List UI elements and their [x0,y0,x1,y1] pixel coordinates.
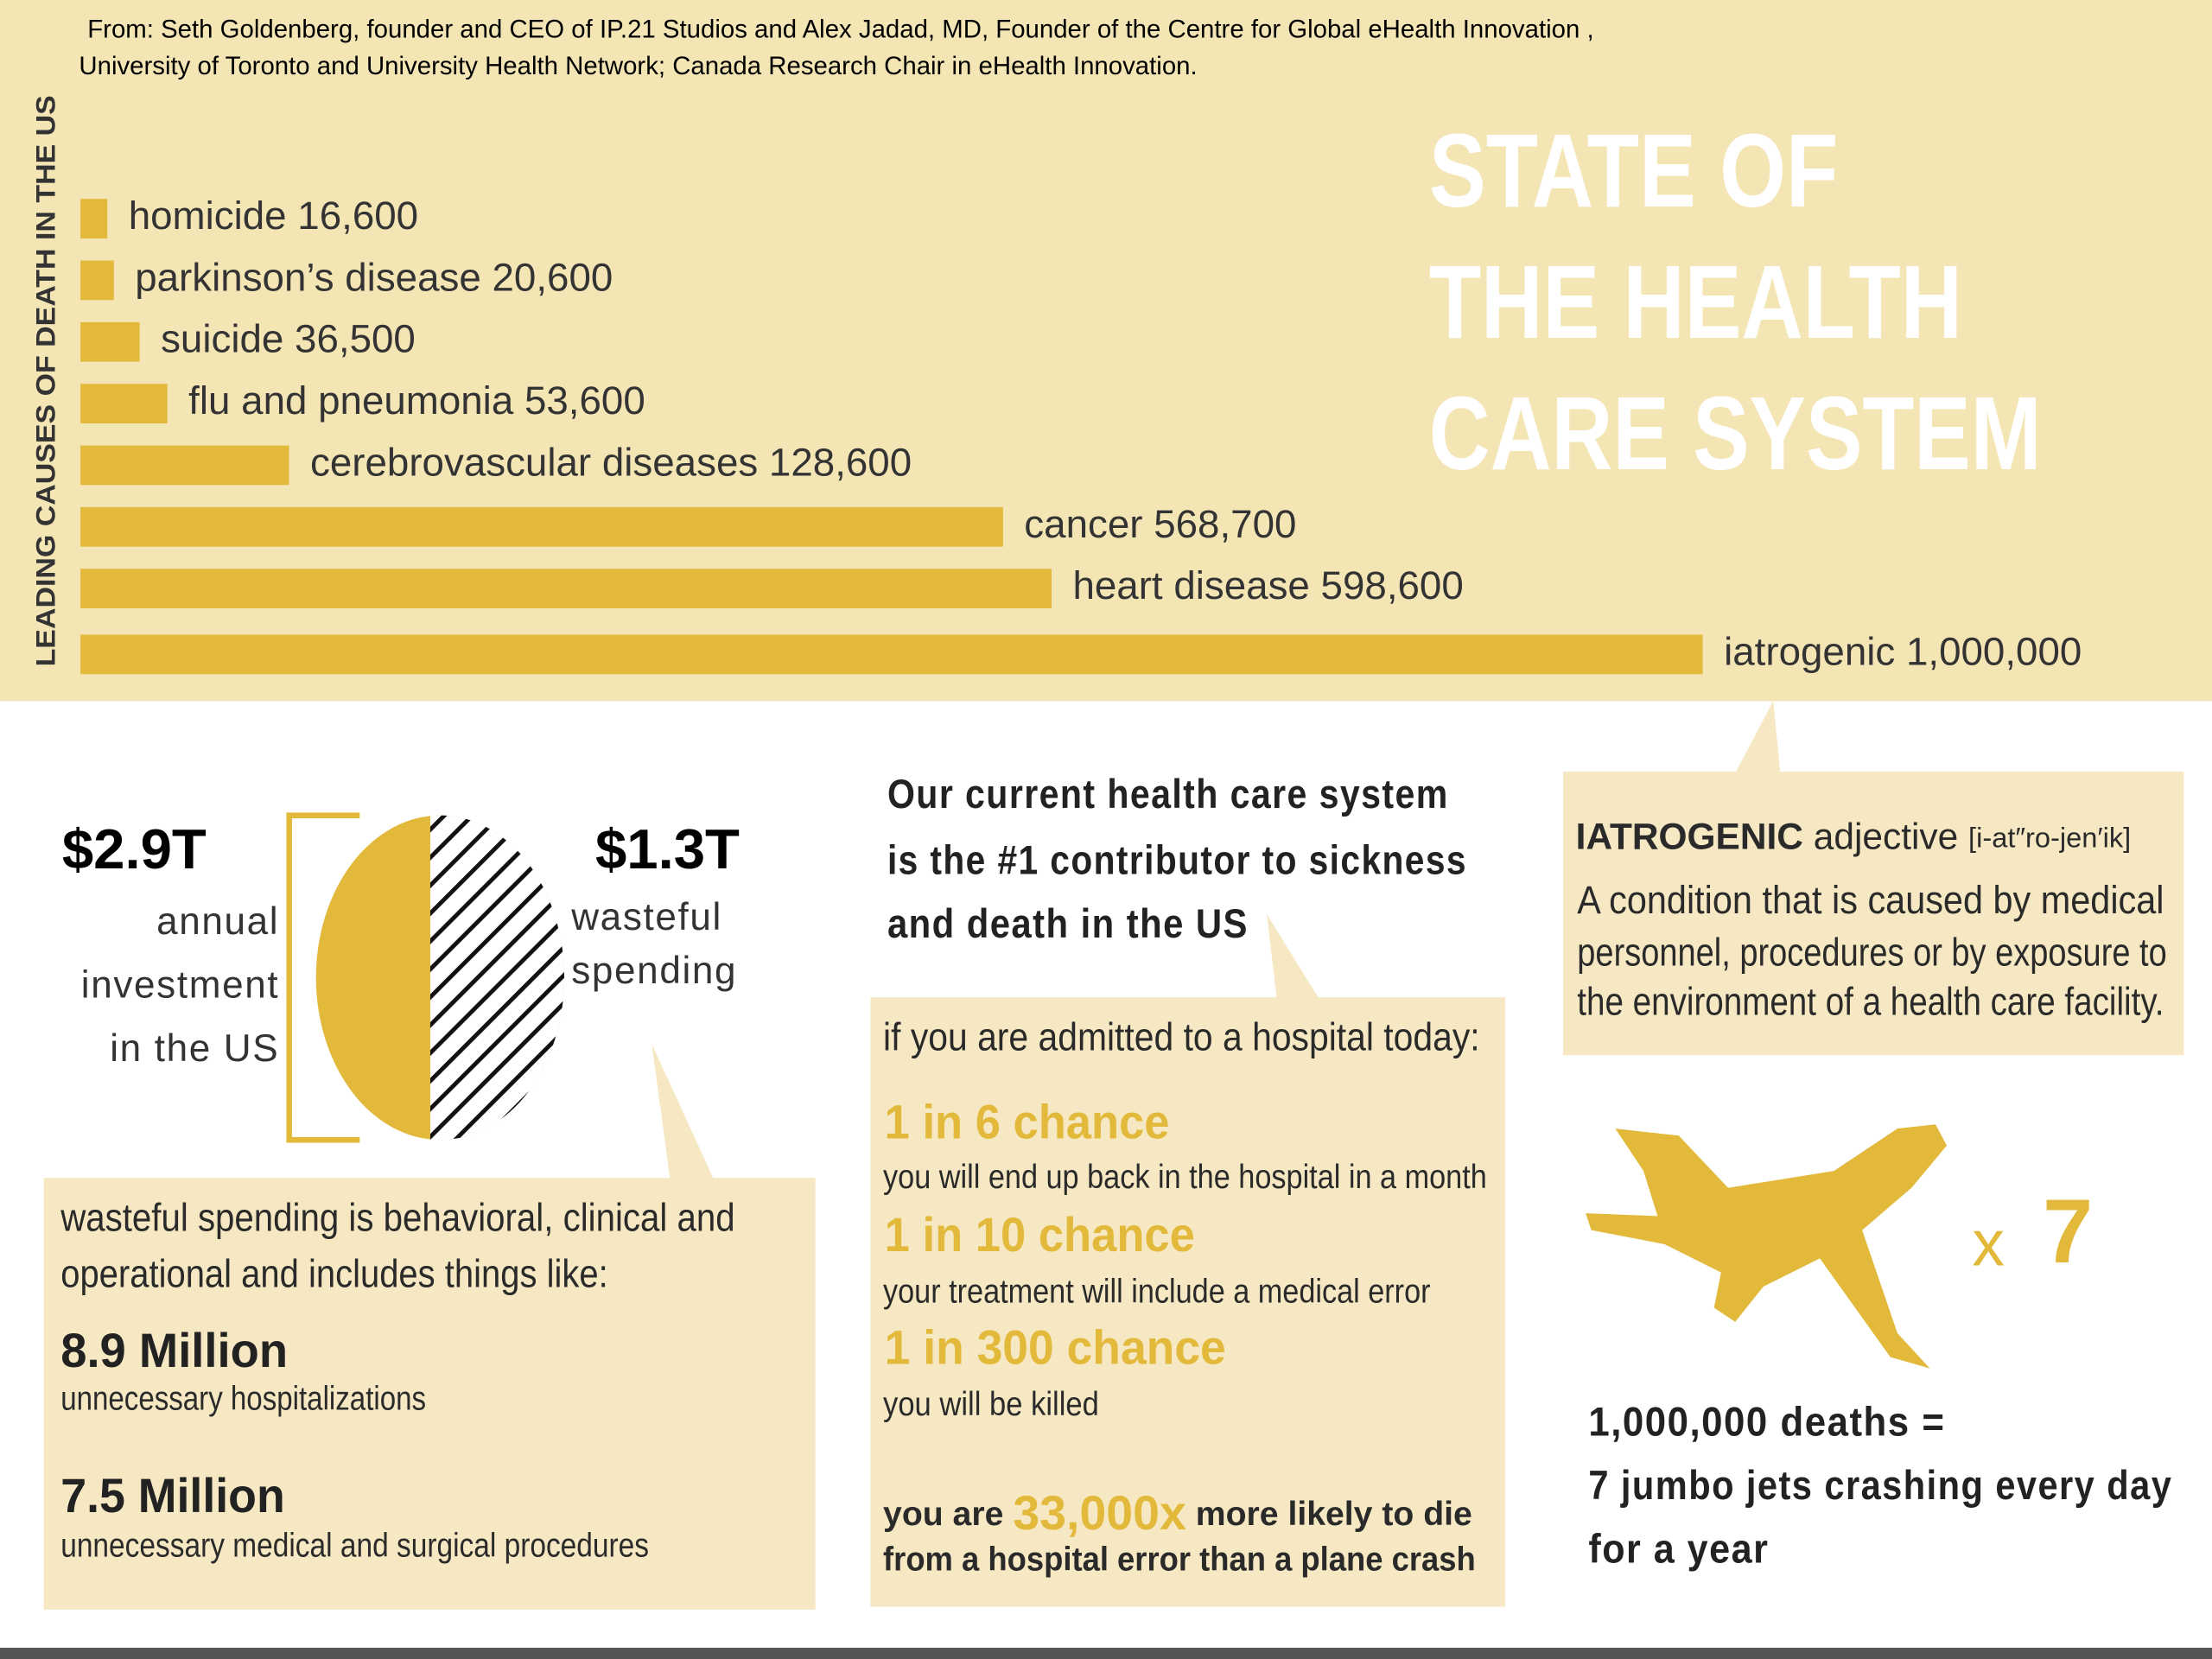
definition-box [1562,772,2184,1056]
term: IATROGENIC [1576,817,1803,857]
source-line: From: Seth Goldenberg, founder and CEO o… [87,16,1593,44]
bar-label: cerebrovascular diseases 128,600 [310,441,912,485]
bar [80,384,168,423]
pointer [1267,913,1319,999]
chance-text: your treatment will include a medical er… [883,1273,1430,1310]
comparison-text: from a hospital error than a plane crash [883,1541,1476,1579]
bar-label: suicide 36,500 [161,317,416,361]
jets-text: 1,000,000 deaths = [1588,1399,1945,1445]
bar [80,634,1703,675]
bar [80,506,1003,547]
definition-text: personnel, procedures or by exposure to [1577,930,2166,974]
pronunciation: [i-at″ro-jen′ik] [1968,821,2131,853]
category-label: iatrogenic [1724,629,1895,673]
value-label: 16,600 [297,194,418,238]
item-amount: 8.9 Million [60,1324,288,1377]
chance: 1 in 300 chance [885,1321,1226,1375]
definition-head: IATROGENIC adjective [i-at″ro-jen′ik] [1576,817,2132,857]
multiplier-x: x [1972,1207,2005,1280]
total-label: in the US [110,1027,279,1070]
waste-amount: $1.3T [595,817,740,880]
definition-text: the environment of a health care facilit… [1577,980,2164,1024]
jets-text: for a year [1588,1526,1769,1572]
value-label: 598,600 [1321,563,1464,607]
bar [80,260,114,301]
jets-text: 7 jumbo jets crashing every day [1588,1463,2172,1509]
pointer [652,1044,715,1179]
total-label: annual [156,900,279,943]
value-label: 1,000,000 [1906,629,2082,673]
bar [80,199,108,238]
chance: 1 in 6 chance [885,1096,1170,1149]
item-text: unnecessary medical and surgical procedu… [60,1527,649,1564]
waste-hatch [429,815,565,1141]
hospital-box [870,997,1506,1607]
bracket [286,812,360,1143]
category-label: heart disease [1072,563,1309,607]
comparison: you are 33,000x more likely to die [883,1486,1472,1540]
bar-label: parkinson’s disease 20,600 [135,255,613,299]
box-text: operational and includes things like: [60,1252,607,1296]
category-label: cancer [1024,502,1142,546]
category-label: homicide [129,194,287,238]
value-label: 20,600 [493,255,613,299]
value-label: 128,600 [769,441,912,485]
title-line: CARE SYSTEM [1429,375,2042,492]
statement: and death in the US [887,901,1249,947]
bar [80,569,1052,608]
bar [80,445,289,486]
chance-text: you will be killed [883,1386,1099,1423]
title-line: STATE OF [1429,112,1838,229]
comparison-highlight: 33,000x [1013,1486,1186,1540]
pointer [1735,701,1781,773]
spending-box [43,1178,816,1610]
value-label: 36,500 [295,317,416,361]
multiplier: 7 [2043,1181,2093,1282]
comparison-text: you are [883,1496,1003,1533]
waste-label: wasteful [570,896,722,938]
box-text: wasteful spending is behavioral, clinica… [60,1195,734,1239]
y-axis-label: LEADING CAUSES OF DEATH IN THE US [31,95,61,666]
item-text: unnecessary hospitalizations [60,1381,426,1418]
category-label: suicide [161,317,283,361]
category-label: parkinson’s disease [135,255,481,299]
source-line: University of Toronto and University Hea… [79,52,1197,80]
waste-label: spending [571,950,737,992]
title-line: THE HEALTH [1429,244,1962,360]
total-label: investment [81,963,279,1006]
plane-icon [1586,1124,1948,1369]
comparison-text: more likely to die [1196,1496,1472,1533]
statement: Our current health care system [887,772,1449,817]
total-amount: $2.9T [62,817,207,880]
bar-label: flu and pneumonia 53,600 [188,378,645,423]
bottom-bar [0,1647,2212,1659]
category-label: flu and pneumonia [188,378,514,423]
value-label: 568,700 [1154,502,1296,546]
statement: is the #1 contributor to sickness [887,838,1467,884]
bar-label: iatrogenic 1,000,000 [1724,629,2082,673]
value-label: 53,600 [524,378,645,423]
bar-label: heart disease 598,600 [1072,563,1463,607]
box-text: if you are admitted to a hospital today: [883,1014,1480,1058]
chance-text: you will end up back in the hospital in … [883,1159,1487,1196]
item-amount: 7.5 Million [60,1469,285,1522]
bar [80,321,140,362]
bar-chart: homicide 16,600 parkinson’s disease 20,60… [80,194,2082,675]
category-label: cerebrovascular diseases [310,441,758,485]
part-of-speech: adjective [1814,817,1959,857]
chance: 1 in 10 chance [885,1208,1195,1262]
bar-label: cancer 568,700 [1024,502,1296,546]
definition-text: A condition that is caused by medical [1577,878,2164,922]
bar-label: homicide 16,600 [129,194,418,238]
